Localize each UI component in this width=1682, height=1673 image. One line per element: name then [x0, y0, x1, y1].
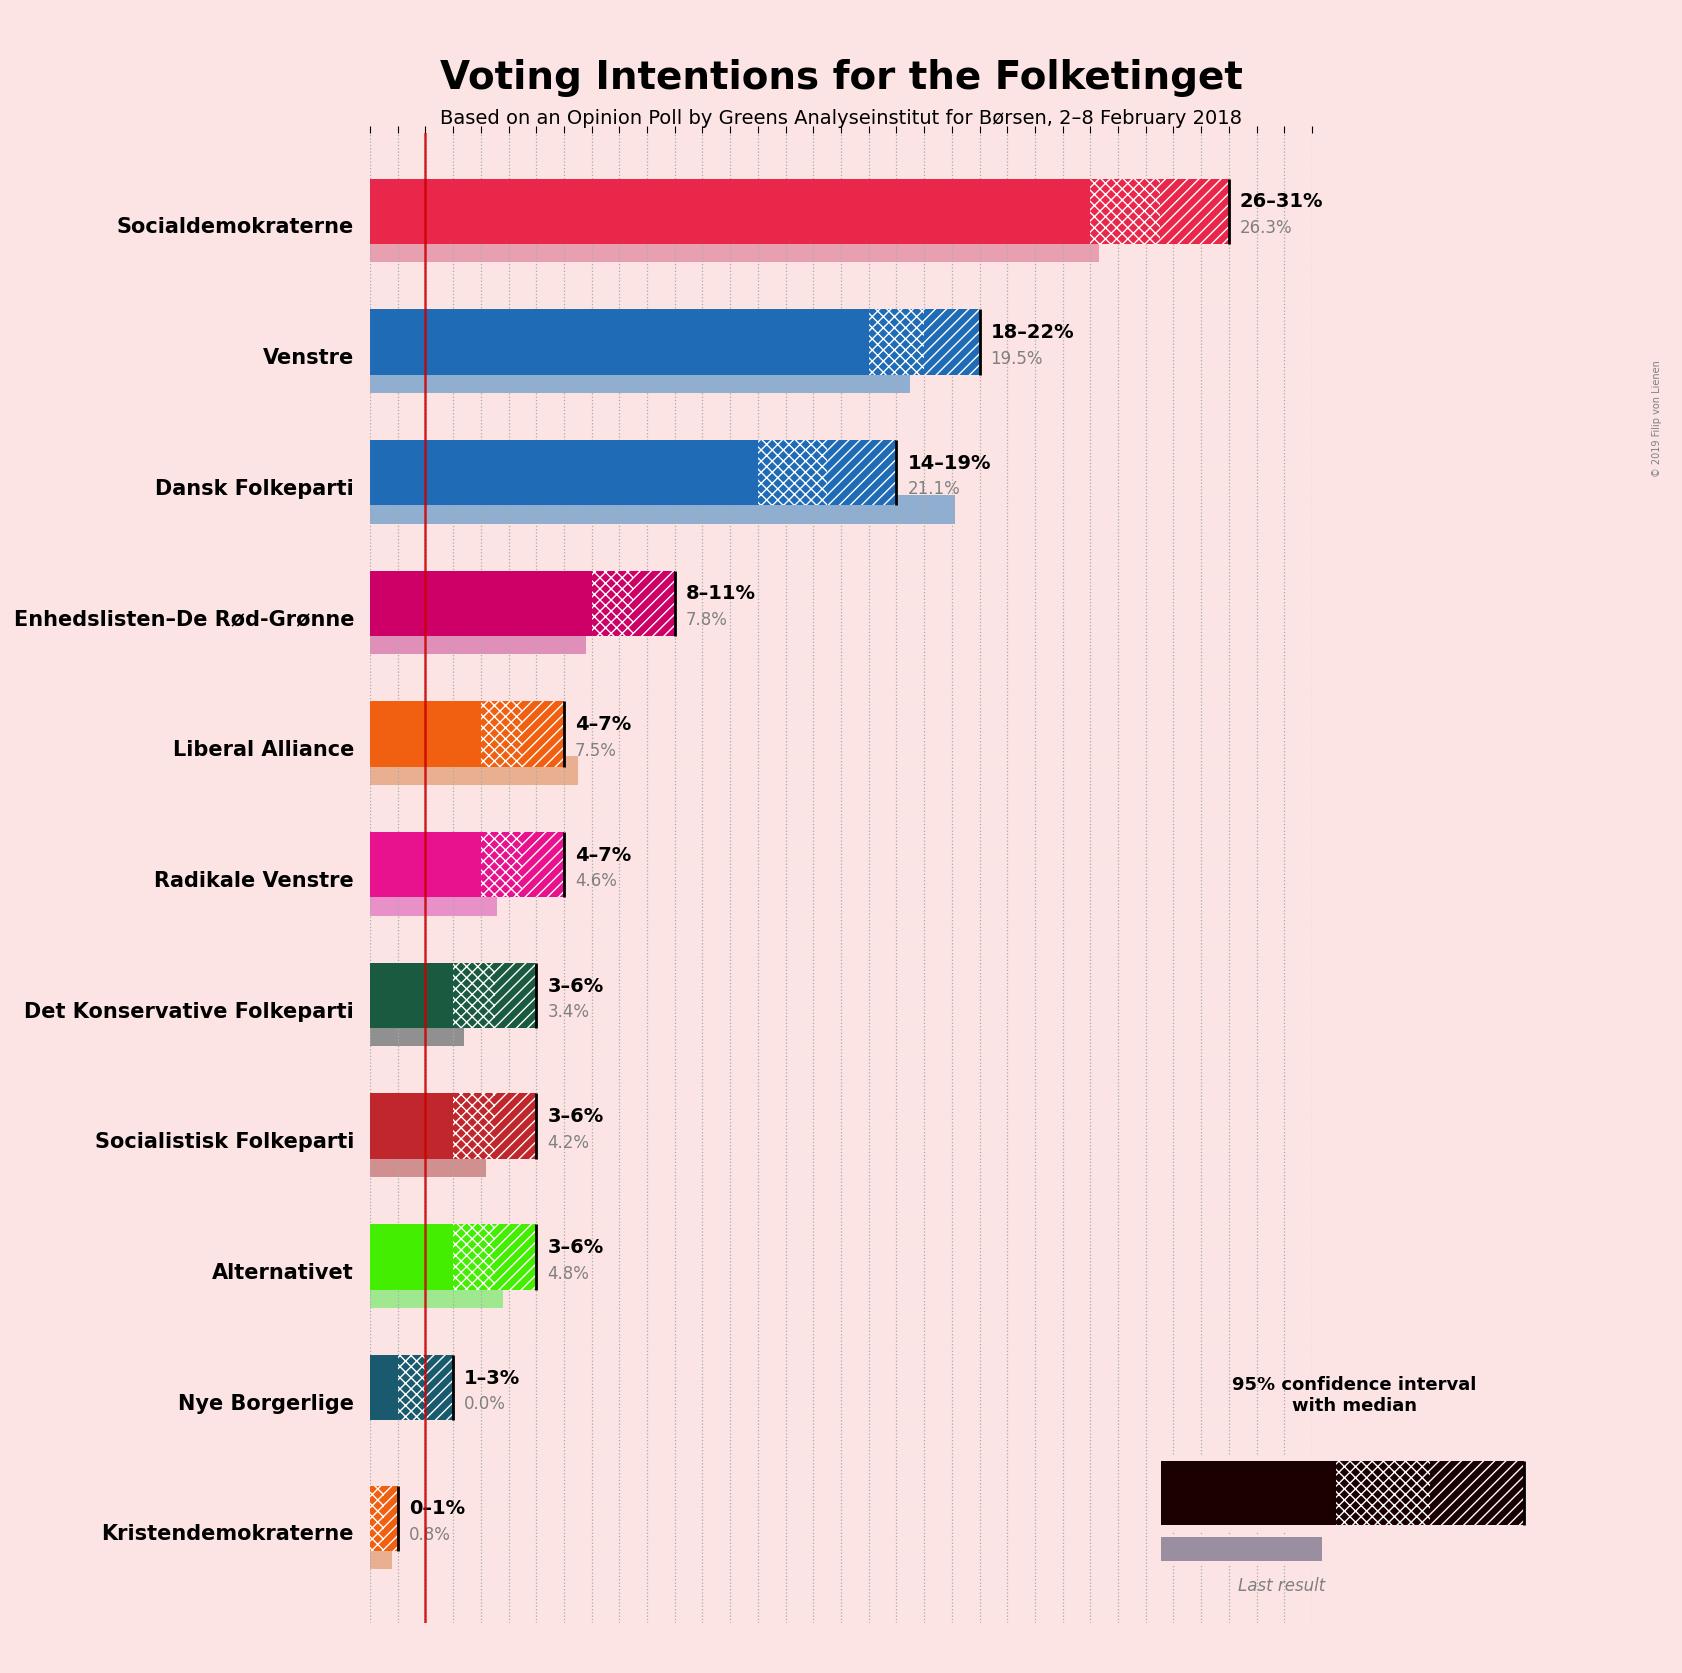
Bar [481, 833, 523, 898]
Bar [1336, 1461, 1430, 1526]
Bar [370, 887, 498, 917]
Text: 4.2%: 4.2% [547, 1133, 589, 1151]
Bar [632, 572, 674, 637]
Bar [759, 440, 828, 505]
Bar [370, 440, 759, 505]
Text: 8–11%: 8–11% [686, 584, 755, 602]
Bar [370, 1486, 383, 1551]
Bar [523, 833, 563, 898]
Bar [370, 310, 868, 375]
Text: 4–7%: 4–7% [575, 845, 631, 865]
Text: 0–1%: 0–1% [409, 1499, 464, 1517]
Bar [370, 179, 1090, 244]
Text: © 2019 Filip von Lienen: © 2019 Filip von Lienen [1652, 360, 1662, 477]
Bar [495, 1094, 537, 1159]
Bar [1159, 179, 1230, 244]
Text: 7.8%: 7.8% [686, 611, 728, 629]
Bar [481, 703, 523, 768]
Text: 1–3%: 1–3% [464, 1369, 520, 1387]
Bar [1161, 1537, 1322, 1561]
Text: 3–6%: 3–6% [547, 1236, 604, 1256]
Bar [923, 310, 979, 375]
Bar [1159, 179, 1230, 244]
Text: 0.8%: 0.8% [409, 1526, 451, 1543]
Bar [1430, 1461, 1524, 1526]
Text: 26.3%: 26.3% [1240, 219, 1292, 238]
Bar [370, 495, 955, 524]
Text: 19.5%: 19.5% [991, 350, 1043, 368]
Bar [495, 964, 537, 1029]
Text: 3.4%: 3.4% [547, 1002, 589, 1021]
Bar [632, 572, 674, 637]
Bar [495, 1225, 537, 1290]
Bar [370, 1019, 464, 1047]
Bar [1430, 1461, 1524, 1526]
Bar [868, 310, 923, 375]
Bar [370, 1541, 392, 1569]
Bar [452, 1225, 495, 1290]
Bar [759, 440, 828, 505]
Bar [1090, 179, 1159, 244]
Bar [370, 572, 592, 637]
Text: 4.6%: 4.6% [575, 872, 617, 890]
Text: 21.1%: 21.1% [908, 480, 960, 499]
Bar [397, 1355, 426, 1420]
Bar [370, 1280, 503, 1308]
Bar [452, 1225, 495, 1290]
Bar [523, 703, 563, 768]
Bar [426, 1355, 452, 1420]
Bar [370, 1225, 452, 1290]
Bar [370, 1149, 486, 1178]
Bar [523, 703, 563, 768]
Bar [370, 1486, 383, 1551]
Text: 7.5%: 7.5% [575, 741, 617, 760]
Bar [828, 440, 897, 505]
Bar [452, 1094, 495, 1159]
Bar [452, 964, 495, 1029]
Bar [370, 703, 481, 768]
Bar [370, 626, 585, 654]
Bar [1336, 1461, 1430, 1526]
Bar [370, 833, 481, 898]
Bar [1161, 1461, 1336, 1526]
Bar [452, 964, 495, 1029]
Text: 4–7%: 4–7% [575, 714, 631, 734]
Text: 14–19%: 14–19% [908, 453, 991, 472]
Bar [397, 1355, 426, 1420]
Text: 3–6%: 3–6% [547, 975, 604, 995]
Bar [868, 310, 923, 375]
Text: 4.8%: 4.8% [547, 1263, 589, 1282]
Bar [923, 310, 979, 375]
Bar [592, 572, 632, 637]
Bar [370, 756, 579, 786]
Bar [495, 964, 537, 1029]
Bar [383, 1486, 397, 1551]
Text: 26–31%: 26–31% [1240, 192, 1324, 211]
Bar [1090, 179, 1159, 244]
Text: Based on an Opinion Poll by Greens Analyseinstitut for Børsen, 2–8 February 2018: Based on an Opinion Poll by Greens Analy… [441, 109, 1241, 127]
Text: 18–22%: 18–22% [991, 323, 1075, 341]
Bar [370, 964, 452, 1029]
Bar [370, 1355, 397, 1420]
Text: 0.0%: 0.0% [464, 1394, 506, 1412]
Bar [495, 1225, 537, 1290]
Bar [481, 833, 523, 898]
Text: 95% confidence interval
with median: 95% confidence interval with median [1231, 1375, 1477, 1414]
Text: Last result: Last result [1238, 1576, 1325, 1594]
Bar [383, 1486, 397, 1551]
Bar [426, 1355, 452, 1420]
Text: 3–6%: 3–6% [547, 1106, 604, 1126]
Bar [495, 1094, 537, 1159]
Bar [370, 365, 910, 393]
Bar [452, 1094, 495, 1159]
Bar [370, 1094, 452, 1159]
Text: Voting Intentions for the Folketinget: Voting Intentions for the Folketinget [439, 59, 1243, 97]
Bar [592, 572, 632, 637]
Bar [523, 833, 563, 898]
Bar [370, 234, 1098, 263]
Bar [481, 703, 523, 768]
Bar [828, 440, 897, 505]
